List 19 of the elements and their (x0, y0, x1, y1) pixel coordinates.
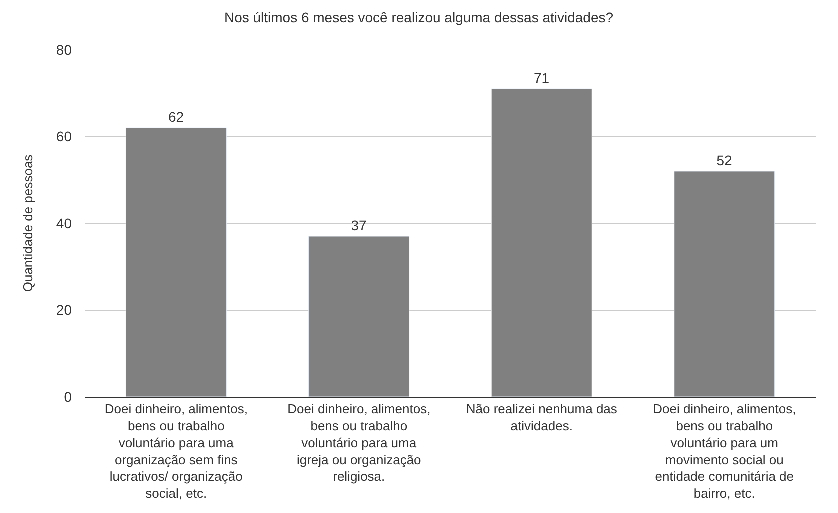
bar (126, 128, 227, 397)
y-axis-title: Quantidade de pessoas (20, 154, 36, 292)
x-tick-label: Doei dinheiro, alimentos, bens ou trabalho voluntário para uma organização sem fins lucrativos/ organização social, etc. (104, 402, 248, 502)
bar (491, 88, 592, 397)
data-label: 71 (534, 70, 550, 86)
x-tick-label: Doei dinheiro, alimentos, bens ou trabalho voluntário para um movimento social ou entidade comunitária de bairro, etc. (653, 402, 796, 502)
y-tick-label: 80 (56, 42, 72, 58)
x-tick-label: Doei dinheiro, alimentos, bens ou trabalho voluntário para uma igreja ou organização religiosa. (288, 402, 431, 484)
y-tick-label: 20 (56, 302, 72, 318)
data-label: 37 (351, 218, 368, 234)
data-label: 62 (168, 109, 184, 126)
x-tick-label: Não realizei nenhuma das atividades. (466, 402, 618, 434)
chart-title: Nos últimos 6 meses você realizou alguma dessas atividades? (224, 10, 614, 26)
data-label: 52 (716, 152, 733, 168)
bar (674, 171, 776, 397)
y-tick-label: 60 (56, 128, 72, 145)
y-tick-label: 40 (56, 215, 72, 232)
y-tick-label: 0 (64, 388, 72, 405)
bar (308, 236, 410, 397)
